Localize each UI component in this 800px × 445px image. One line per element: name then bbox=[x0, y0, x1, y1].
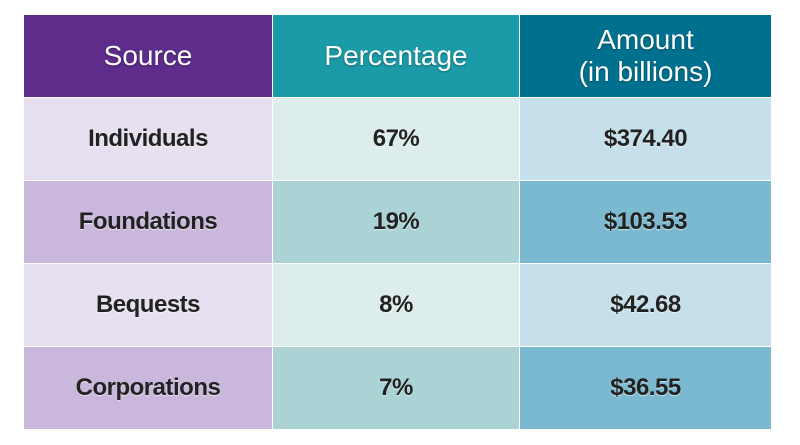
table-cell: $42.68 bbox=[519, 263, 771, 346]
table-cell: Foundations bbox=[24, 180, 272, 263]
table-cell: 7% bbox=[272, 346, 519, 429]
table-cell: 67% bbox=[272, 97, 519, 180]
table-cell: $374.40 bbox=[519, 97, 771, 180]
table-cell: 19% bbox=[272, 180, 519, 263]
header-cell: Source bbox=[24, 15, 272, 97]
table-cell: Bequests bbox=[24, 263, 272, 346]
header-cell: Amount (in billions) bbox=[519, 15, 771, 97]
table-cell: $103.53 bbox=[519, 180, 771, 263]
table-cell: $36.55 bbox=[519, 346, 771, 429]
sources-table: Source Percentage Amount (in billions) Indi… bbox=[24, 15, 771, 429]
table-cell: 8% bbox=[272, 263, 519, 346]
table-cell: Corporations bbox=[24, 346, 272, 429]
table-cell: Individuals bbox=[24, 97, 272, 180]
header-cell: Percentage bbox=[272, 15, 519, 97]
